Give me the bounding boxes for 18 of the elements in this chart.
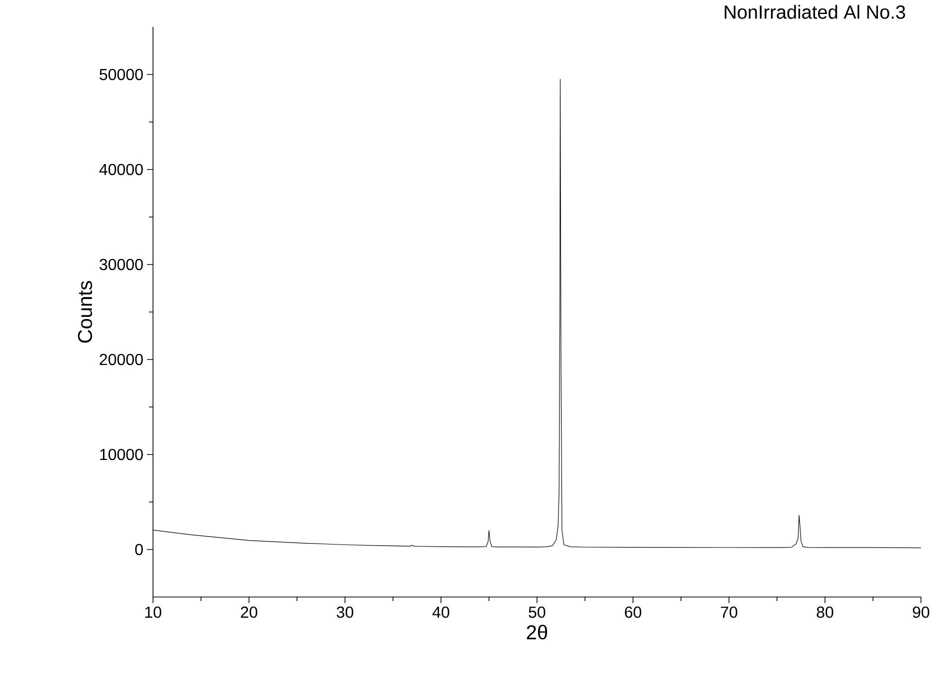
y-tick-label: 50000 [100,68,143,80]
y-tick-label: 20000 [100,354,143,366]
y-axis-title: Counts [78,281,92,343]
x-axis-title: 2θ [526,624,548,640]
y-tick-label: 10000 [100,448,143,460]
x-tick-label: 80 [816,606,834,618]
x-tick-label: 70 [720,606,738,618]
x-tick-label: 40 [432,606,450,618]
x-tick-label: 60 [624,606,642,618]
x-tick-label: 20 [240,606,258,618]
x-tick-label: 90 [912,606,930,618]
y-tick-label: 30000 [100,258,143,270]
x-tick-label: 10 [145,606,162,618]
chart-title: NonIrradiated Al No.3 [724,4,906,19]
y-tick-label: 0 [135,544,143,556]
y-tick-label: 40000 [99,164,143,176]
x-tick-label: 50 [528,606,546,618]
x-tick-label: 30 [336,606,354,618]
